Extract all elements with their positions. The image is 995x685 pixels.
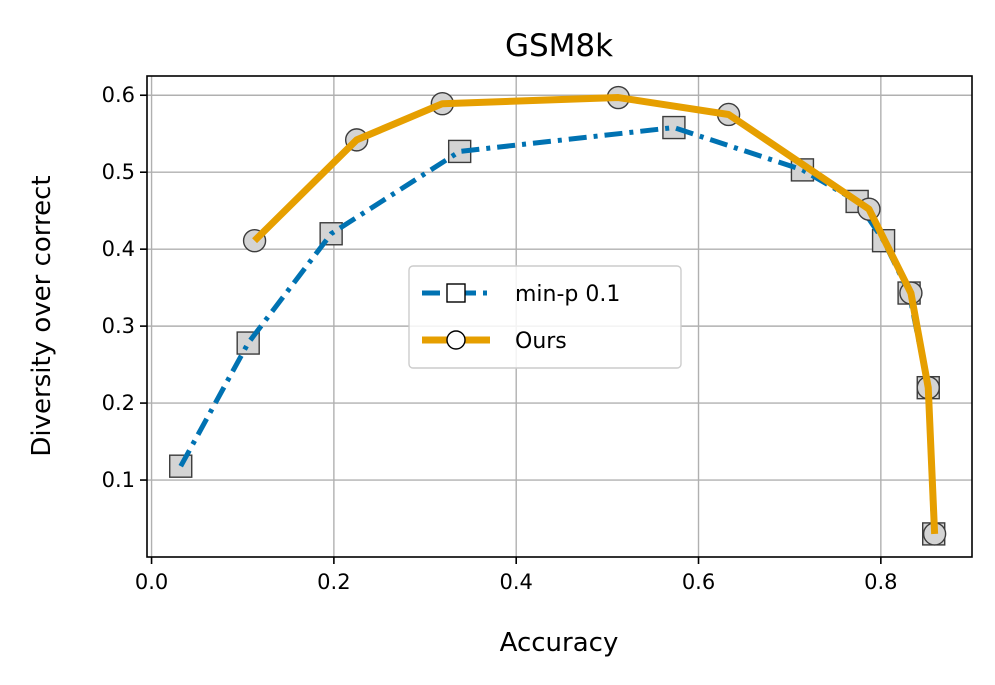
legend-circle-marker (446, 330, 466, 350)
x-tick-label: 0.8 (864, 570, 897, 594)
y-tick-label: 0.3 (102, 314, 135, 338)
x-tick-label: 0.4 (499, 570, 532, 594)
legend-square-marker (446, 283, 466, 303)
legend-item: min-p 0.1 (422, 282, 620, 307)
series-line (252, 94, 939, 535)
series-ours (242, 85, 947, 546)
legend: min-p 0.1 Ours (408, 265, 682, 369)
plot-frame (146, 75, 973, 558)
axes: 0.0 0.2 0.4 0.6 0.8 0.1 0.2 0.3 0.4 0.5 0.6 (102, 83, 898, 594)
x-tick-label: 0.0 (135, 570, 168, 594)
x-tick-label: 0.2 (317, 570, 350, 594)
chart-title: GSM8k (505, 28, 613, 64)
y-axis-label: Diversity over correct (27, 175, 57, 456)
x-tick-label: 0.6 (682, 570, 715, 594)
legend-label: min-p 0.1 (515, 282, 620, 307)
series-group (169, 85, 947, 546)
y-tick-label: 0.1 (102, 468, 135, 492)
legend-label: Ours (515, 329, 567, 354)
legend-item: Ours (422, 329, 567, 354)
y-tick-label: 0.4 (102, 237, 135, 261)
y-tick-label: 0.5 (102, 160, 135, 184)
square-marker-point (662, 115, 686, 140)
y-tick-label: 0.6 (102, 83, 135, 107)
x-axis-label: Accuracy (500, 628, 619, 658)
y-tick-label: 0.2 (102, 391, 135, 415)
